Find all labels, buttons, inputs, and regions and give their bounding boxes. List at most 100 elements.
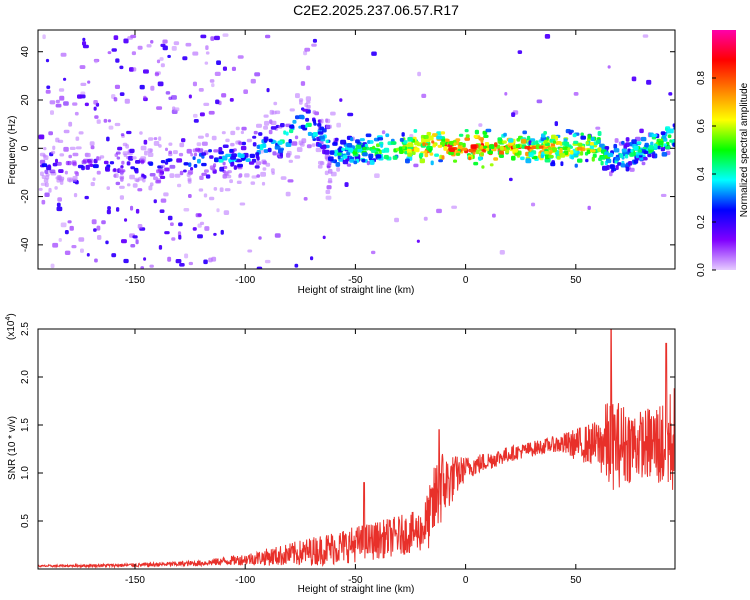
spectrogram-cell bbox=[241, 141, 246, 146]
snr-multiplier-exp: 4 bbox=[5, 317, 12, 321]
spectrogram-cell bbox=[305, 117, 310, 122]
spectrogram-cell bbox=[651, 136, 657, 140]
spectrogram-cell bbox=[94, 115, 99, 119]
spectrogram-cell bbox=[353, 160, 358, 165]
spectrogram-cell bbox=[478, 123, 483, 127]
spectrogram-cell bbox=[72, 152, 79, 157]
spectrogram-cell bbox=[432, 143, 436, 148]
spectrogram-cell bbox=[156, 59, 161, 64]
snr-y-tick-label: 2.0 bbox=[20, 370, 31, 384]
spectrogram-cell bbox=[580, 135, 586, 140]
spectrogram-cell bbox=[119, 195, 124, 200]
spectrogram-cell bbox=[240, 130, 244, 135]
spectrogram-cell bbox=[330, 111, 336, 116]
spectrogram-cell bbox=[113, 97, 118, 102]
spectrogram-cell bbox=[249, 153, 256, 158]
spectrogram-cell bbox=[174, 173, 181, 178]
spectrogram-cell bbox=[168, 142, 173, 146]
spectrogram-cell bbox=[613, 148, 620, 153]
spectrogram-cell bbox=[173, 41, 180, 46]
spectrogram-cell bbox=[73, 193, 78, 198]
spectrogram-cell bbox=[664, 127, 669, 131]
spectrogram-cell bbox=[120, 133, 125, 137]
spectrogram-cell bbox=[193, 119, 199, 123]
spectrogram-cell bbox=[451, 205, 457, 209]
spectrogram-cell bbox=[236, 159, 243, 163]
spectrogram-cell bbox=[562, 146, 569, 151]
spectrogram-cell bbox=[383, 147, 390, 153]
spectrogram-cell bbox=[341, 147, 345, 152]
spectrogram-cell bbox=[216, 60, 221, 65]
spectrogram-cell bbox=[505, 149, 510, 154]
spectrogram-cell bbox=[423, 150, 428, 154]
spectrogram-cell bbox=[211, 83, 215, 88]
spectrogram-cell bbox=[43, 147, 47, 151]
colorbar-tick-label: 0.8 bbox=[696, 71, 707, 85]
spectrogram-cell bbox=[551, 147, 557, 152]
spectrogram-cell bbox=[178, 222, 183, 227]
spectrogram-cell bbox=[75, 146, 82, 150]
spectrogram-cell bbox=[187, 179, 192, 184]
spectrogram-cell bbox=[168, 150, 173, 154]
spectrogram-cell bbox=[412, 151, 416, 155]
spectrogram-cell bbox=[39, 159, 46, 165]
spectrogram-cell bbox=[157, 81, 164, 87]
spectrogram-cell bbox=[264, 120, 270, 126]
spectrogram-cell bbox=[548, 155, 554, 159]
spectrogram-cell bbox=[132, 67, 137, 72]
spectrogram-cell bbox=[624, 154, 629, 159]
spectrogram-cell bbox=[45, 173, 50, 177]
spectrogram-cell bbox=[41, 199, 46, 205]
spectrogram-cell bbox=[197, 223, 202, 228]
spectrogram-cell bbox=[150, 85, 155, 91]
spectrogram-cell bbox=[585, 158, 589, 163]
spectrogram-cell bbox=[121, 239, 127, 244]
spectrogram-cell bbox=[182, 56, 188, 61]
spectrogram-cell bbox=[184, 253, 189, 259]
spectrogram-cell bbox=[299, 100, 303, 105]
spectrogram-cell bbox=[143, 139, 148, 145]
spectrogram-cell bbox=[115, 181, 121, 186]
spectrogram-cell bbox=[283, 130, 287, 135]
spectrogram-cell bbox=[263, 125, 268, 130]
spectrogram-cell bbox=[107, 51, 112, 55]
spectrogram-cell bbox=[163, 192, 169, 197]
spectrogram-cell bbox=[74, 170, 79, 175]
spectrogram-cell bbox=[222, 144, 229, 148]
spectrogram-cell bbox=[560, 161, 564, 167]
spectrogram-cell bbox=[219, 166, 225, 172]
spectrogram-cell bbox=[56, 179, 61, 183]
spectrogram-cell bbox=[221, 93, 227, 98]
spectrogram-cell bbox=[91, 219, 97, 225]
spectrogram-cell bbox=[42, 34, 46, 40]
spectrogram-cell bbox=[90, 182, 95, 187]
spectrogram-cell bbox=[108, 125, 114, 130]
spectrogram-cell bbox=[531, 145, 538, 149]
spectrogram-cell bbox=[595, 126, 601, 130]
spectrogram-cell bbox=[192, 156, 196, 160]
spectrogram-cell bbox=[209, 79, 215, 83]
spectrogram-cell bbox=[280, 123, 285, 128]
spectrogram-cell bbox=[143, 95, 147, 101]
spectrogram-cell bbox=[503, 132, 507, 137]
spectrogram-cell bbox=[312, 38, 317, 43]
spectrogram-cell bbox=[167, 256, 172, 262]
spectrogram-cell bbox=[192, 81, 197, 87]
spectrogram-cell bbox=[251, 175, 258, 179]
spectrogram-cell bbox=[44, 182, 49, 188]
spectrogram-cell bbox=[443, 146, 448, 151]
spectrogram-cell bbox=[589, 142, 594, 146]
spectrogram-cell bbox=[135, 160, 141, 164]
spectrogram-cell bbox=[465, 134, 470, 138]
spectrogram-cell bbox=[512, 144, 517, 149]
spectrogram-cell bbox=[629, 167, 635, 172]
spectrogram-cell bbox=[304, 47, 311, 52]
spectrogram-cell bbox=[292, 119, 297, 124]
spectrogram-cell bbox=[273, 101, 278, 106]
spectrogram-y-tick-label: -20 bbox=[20, 189, 31, 204]
spectrogram-cell bbox=[362, 152, 368, 157]
spectrogram-cell bbox=[169, 173, 175, 178]
spectrogram-cell bbox=[428, 148, 432, 153]
spectrogram-cell bbox=[660, 193, 667, 197]
spectrogram-cell bbox=[580, 132, 584, 136]
